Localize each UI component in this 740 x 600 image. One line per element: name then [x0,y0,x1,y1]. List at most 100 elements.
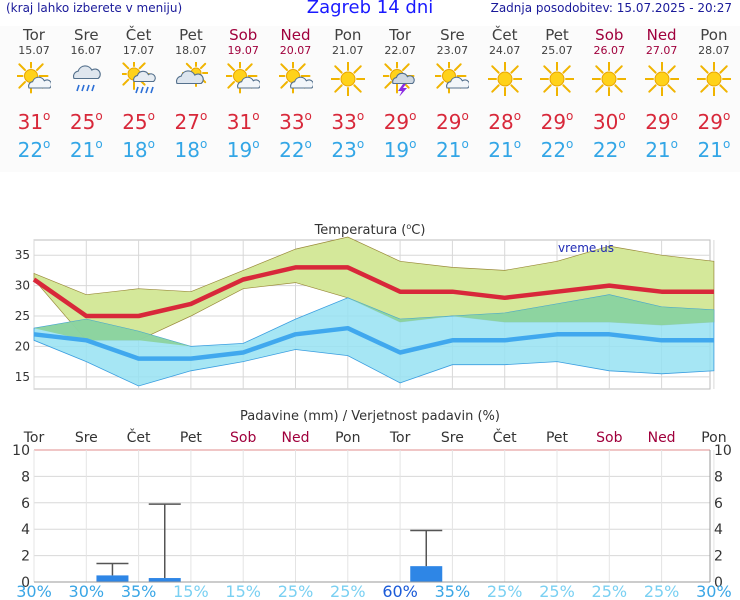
day-name: Čet [491,26,518,44]
degree-mark: o [95,109,103,123]
probability-label: 15% [173,582,209,600]
partly-cloudy-icon [435,62,470,94]
min-temp-value: 22 [279,138,305,162]
location-hint[interactable]: (kraj lahko izberete v meniju) [6,1,183,15]
day-column: Ned 27.07 29o 21o [636,26,688,162]
day-date: 23.07 [436,44,469,57]
degree-mark: o [252,137,260,151]
precip-bar [148,578,181,582]
day-name: Čet [125,26,152,44]
probability-label: 15% [225,582,261,600]
day-name: Sre [440,26,465,44]
x-tick-label: Ned [282,430,310,446]
day-name: Tor [389,26,412,44]
max-temp: 29o [374,102,426,134]
probability-label: 25% [487,582,523,600]
max-temp-value: 31 [17,110,44,134]
day-column: Sre 23.07 29o 21o [426,26,478,162]
probability-label: 30% [69,582,105,600]
sun-icon [487,62,522,96]
band-overlap [34,294,714,347]
degree-mark: o [409,137,417,151]
day-name: Pet [179,26,203,44]
probability-label: 25% [592,582,628,600]
day-date: 15.07 [18,44,50,57]
y-tick-label-left: 0 [21,575,30,591]
y-tick-label-left: 10 [12,443,30,459]
precip-plot-area [34,450,710,582]
x-tick-label: Tor [23,430,45,446]
max-temp: 30o [583,102,635,134]
day-column: Pon 28.07 29o 21o [688,26,740,162]
day-name: Ned [280,26,311,44]
sun-icon [330,62,365,96]
min-temp: 21o [688,130,740,162]
max-temp: 31o [8,102,60,134]
max-temp: 25o [60,102,112,134]
sun-icon [644,62,679,96]
degree-mark: o [461,137,469,151]
last-update: Zadnja posodobitev: 15.07.2025 - 20:27 [490,1,732,15]
probability-label: 25% [278,582,314,600]
sun-icon [540,62,574,96]
x-tick-label: Pet [180,430,203,446]
degree-mark: o [461,109,469,123]
degree-mark: o [147,137,155,151]
degree-mark: o [566,137,574,151]
day-name: Sre [74,26,99,44]
degree-mark: o [199,109,208,123]
x-tick-label: Ned [648,430,676,446]
y-tick-label-right: 4 [714,522,723,538]
min-temp: 21o [479,130,531,162]
y-tick-label-left: 4 [21,522,30,538]
max-temp-value: 28 [488,110,514,134]
max-temp-value: 25 [122,110,148,134]
day-date: 17.07 [122,44,155,57]
max-temp: 29o [636,102,688,134]
max-temp: 29o [531,102,583,134]
precip-bar [410,566,443,582]
degree-mark: o [513,109,522,123]
degree-mark: o [618,137,626,151]
max-temp: 29o [426,102,478,134]
min-temp-value: 21 [69,138,96,162]
page-title: Zagreb 14 dni [306,0,434,18]
day-date: 28.07 [698,44,730,57]
min-temp-line [33,325,714,361]
y-tick-label-left: 8 [21,469,30,485]
degree-mark: o [95,137,103,151]
max-temp-value: 31 [226,110,253,134]
day-column: Sob 19.07 31o 19o [217,26,269,162]
day-date: 20.07 [279,44,312,57]
min-temp-value: 18 [174,138,200,162]
temperature-chart: Temperatura (oC) 15 20 25 30 35 vreme.us [15,222,715,390]
day-column: Sre 16.07 25o 21o [60,26,112,162]
degree-mark: o [409,109,417,123]
sun-icon [592,62,627,96]
min-temp: 18o [165,130,217,162]
probability-label: 30% [696,582,732,600]
min-temp: 22o [8,130,60,162]
y-tick-label: 30 [15,279,30,293]
probability-label: 60% [382,582,418,600]
day-column: Čet 17.07 25o 18o [113,26,165,162]
day-date: 18.07 [175,44,207,57]
probability-label: 25% [539,582,575,600]
probability-label: 35% [435,582,471,600]
y-tick-label: 15 [15,370,30,384]
day-name: Sob [595,26,624,44]
day-column: Pet 25.07 29o 22o [531,26,583,162]
x-tick-label: Sob [230,430,256,446]
x-tick-label: Pet [546,430,569,446]
y-tick-label-right: 6 [714,496,723,512]
min-temp-value: 19 [226,138,253,162]
day-date: 27.07 [645,44,678,57]
degree-mark: o [722,109,731,123]
min-temp-value: 22 [540,138,567,162]
min-temp-value: 21 [435,138,462,162]
day-name: Pon [700,26,728,44]
min-temp-value: 22 [592,138,619,162]
y-tick-label-left: 6 [21,496,30,512]
top-bar: (kraj lahko izberete v meniju) Zagreb 14… [0,0,740,22]
max-temp-value: 29 [697,110,723,134]
